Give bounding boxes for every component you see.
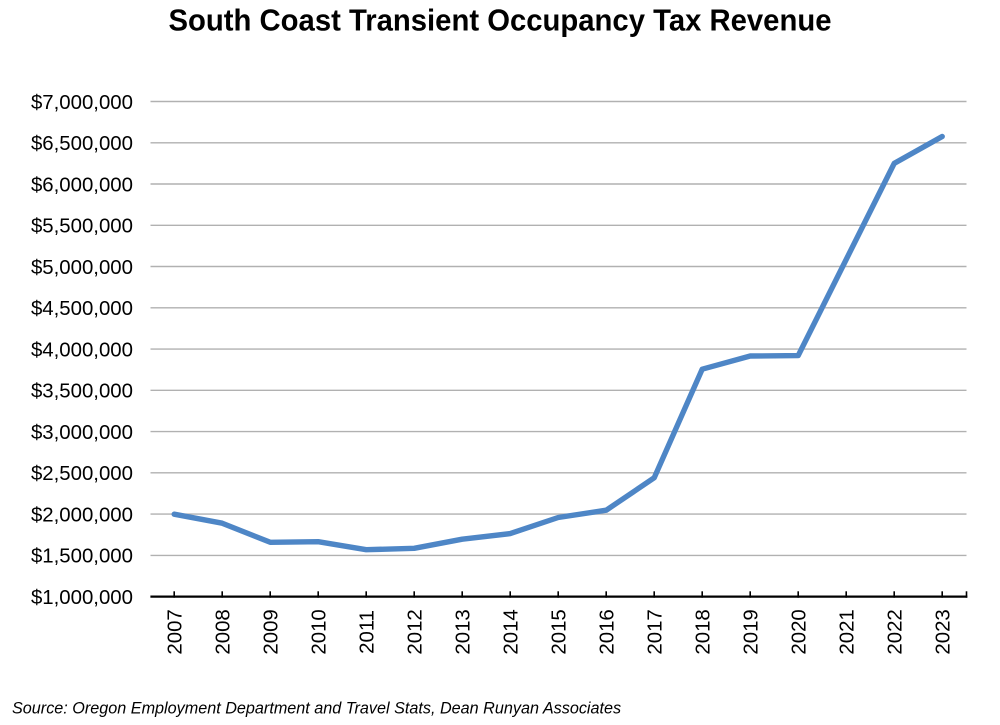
svg-text:$2,500,000: $2,500,000 bbox=[31, 463, 133, 485]
svg-text:2018: 2018 bbox=[693, 609, 715, 654]
svg-text:South Coast Transient Occupanc: South Coast Transient Occupancy Tax Reve… bbox=[169, 2, 832, 37]
svg-text:$6,000,000: $6,000,000 bbox=[31, 174, 133, 196]
svg-text:$4,000,000: $4,000,000 bbox=[31, 339, 133, 361]
svg-text:$5,000,000: $5,000,000 bbox=[31, 257, 133, 279]
svg-text:$2,000,000: $2,000,000 bbox=[31, 504, 133, 526]
svg-text:$4,500,000: $4,500,000 bbox=[31, 298, 133, 320]
svg-text:2011: 2011 bbox=[357, 610, 379, 654]
svg-text:$1,000,000: $1,000,000 bbox=[31, 587, 133, 609]
svg-text:2009: 2009 bbox=[261, 609, 283, 654]
svg-text:2019: 2019 bbox=[741, 609, 763, 654]
svg-text:2022: 2022 bbox=[885, 609, 907, 654]
svg-text:2010: 2010 bbox=[309, 609, 331, 654]
svg-text:$5,500,000: $5,500,000 bbox=[31, 216, 133, 238]
svg-text:2016: 2016 bbox=[597, 609, 619, 654]
svg-text:$7,000,000: $7,000,000 bbox=[31, 92, 133, 114]
svg-text:2015: 2015 bbox=[549, 609, 571, 654]
svg-text:2014: 2014 bbox=[501, 609, 523, 654]
svg-text:2007: 2007 bbox=[165, 609, 187, 654]
svg-text:2023: 2023 bbox=[933, 609, 955, 654]
svg-text:Source: Oregon Employment Depa: Source: Oregon Employment Department and… bbox=[12, 699, 621, 717]
svg-text:$1,500,000: $1,500,000 bbox=[31, 546, 133, 568]
svg-text:$6,500,000: $6,500,000 bbox=[31, 133, 133, 155]
svg-text:2017: 2017 bbox=[645, 609, 667, 654]
svg-text:$3,500,000: $3,500,000 bbox=[31, 381, 133, 403]
svg-text:2021: 2021 bbox=[837, 609, 859, 654]
svg-text:2013: 2013 bbox=[453, 609, 475, 654]
svg-text:2008: 2008 bbox=[213, 609, 235, 654]
svg-text:2020: 2020 bbox=[789, 609, 811, 654]
svg-text:$3,000,000: $3,000,000 bbox=[31, 422, 133, 444]
svg-text:2012: 2012 bbox=[405, 609, 427, 654]
